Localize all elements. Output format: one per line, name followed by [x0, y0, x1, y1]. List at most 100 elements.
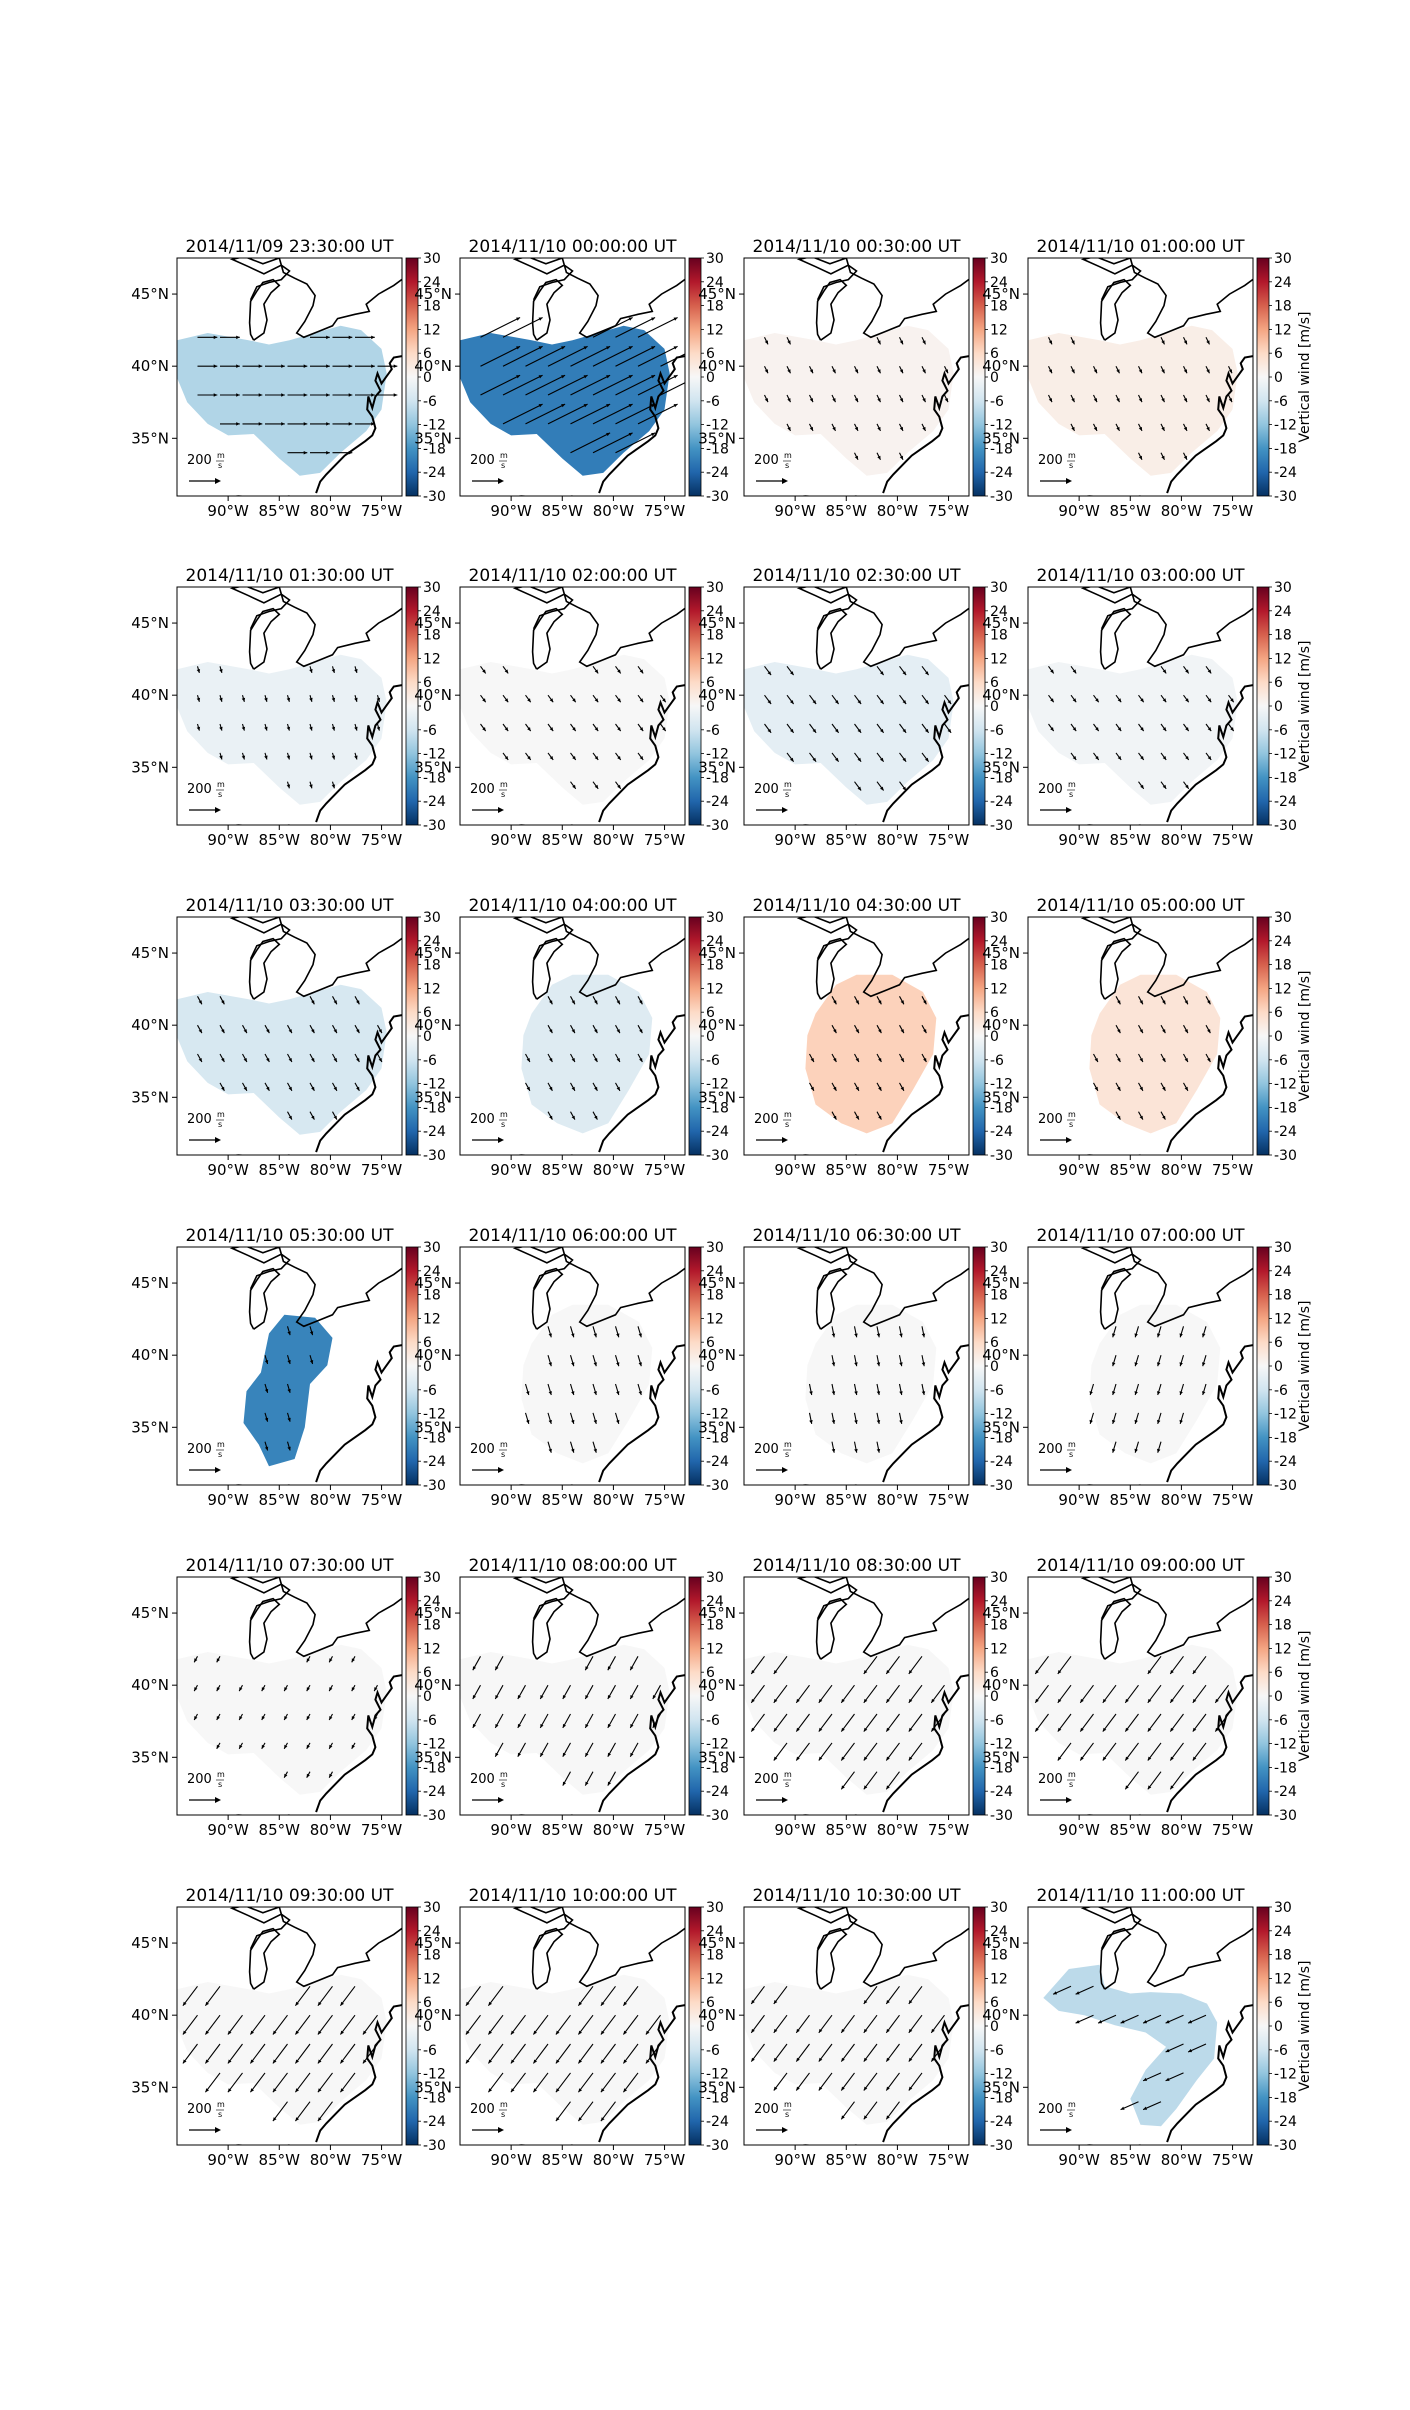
x-tick-label: 85°W [826, 502, 868, 520]
wind-vector-head [351, 1744, 355, 1749]
panel-title: 2014/11/10 03:30:00 UT [186, 896, 395, 916]
x-tick-label: 90°W [207, 1161, 249, 1179]
y-tick-label: 35°N [414, 758, 452, 776]
wind-vector [339, 1985, 356, 2007]
colorbar-tick-label: 0 [423, 1689, 432, 1705]
y-tick-label: 35°N [131, 1418, 169, 1436]
y-tick-label: 40°N [414, 1676, 452, 1694]
colorbar-tick-label: 0 [423, 699, 432, 715]
vertical-wind-region [744, 325, 954, 476]
wind-vector-head [1184, 1058, 1188, 1062]
wind-vector-head [376, 697, 381, 702]
wind-vector [885, 1742, 900, 1761]
colorbar-tick-label: 6 [990, 346, 999, 362]
wind-vector [339, 2072, 356, 2093]
wind-vector [339, 2043, 356, 2064]
wind-vector-head [571, 1391, 575, 1395]
wind-vector-head [790, 728, 794, 733]
wind-vector [1147, 1771, 1162, 1790]
vertical-wind-region [460, 654, 670, 805]
wind-vector-head [348, 451, 353, 455]
wind-vector-head [854, 369, 858, 374]
wind-vector [182, 2043, 198, 2064]
wind-vector-head [854, 1362, 858, 1367]
wind-vector-head [376, 726, 381, 731]
wind-vector-head [585, 1752, 589, 1757]
wind-vector-head [900, 1058, 904, 1062]
wind-vector [600, 1985, 616, 2007]
panel-title: 2014/11/10 03:00:00 UT [1037, 566, 1246, 586]
wind-vector-head [526, 1419, 530, 1424]
wind-vector-head [572, 698, 576, 703]
x-tick-label: 85°W [542, 502, 584, 520]
wind-vector-head [236, 393, 240, 397]
vertical-wind-region [460, 1644, 670, 1795]
wind-vector-head [571, 1362, 575, 1367]
coastline [531, 1597, 564, 1660]
wind-vector-head [1230, 727, 1234, 732]
scale-arrow-head [215, 1797, 221, 1803]
panel-content [1028, 1577, 1253, 1815]
wind-vector-head [272, 2117, 277, 2122]
wind-vector [863, 1985, 878, 2005]
wind-vector-head [673, 404, 678, 408]
y-tick-label: 45°N [131, 1604, 169, 1622]
wind-vector-head [241, 697, 246, 702]
wind-vector-head [787, 398, 791, 403]
wind-vector-head [295, 2059, 299, 2064]
wind-vector [818, 2072, 833, 2091]
scale-arrow-head [215, 1467, 221, 1473]
colorbar-tick-label: -24 [423, 1784, 446, 1800]
axes-frame [743, 1246, 970, 1486]
vertical-wind-region [521, 974, 653, 1134]
colorbar-tick-label: -30 [1274, 1478, 1297, 1494]
wind-vector-head [1035, 1727, 1039, 1732]
x-tick-label: 90°W [774, 2151, 816, 2169]
wind-vector-head [571, 1058, 575, 1062]
x-tick-label: 85°W [826, 831, 868, 849]
panel-content [744, 587, 969, 825]
wind-vector-head [1162, 784, 1167, 789]
colorbar [1256, 1576, 1270, 1816]
scale-arrow-unit-numerator: m [217, 780, 225, 789]
wind-vector [1102, 1684, 1117, 1704]
axes-frame [1027, 916, 1254, 1156]
wind-vector-head [182, 2001, 187, 2006]
wind-vector-head [767, 700, 772, 704]
axes-frame [459, 1576, 686, 1816]
y-tick-label: 45°N [698, 1934, 736, 1952]
x-tick-label: 85°W [826, 1821, 868, 1839]
wind-vector-head [908, 1670, 913, 1674]
axes-frame [459, 1246, 686, 1486]
wind-vector [840, 2072, 855, 2091]
wind-vector-head [751, 1727, 755, 1732]
wind-vector-head [504, 727, 509, 732]
wind-vector-head [877, 455, 881, 460]
wind-vector-head [331, 755, 336, 760]
wind-vector-head [925, 728, 929, 733]
x-tick-label: 80°W [310, 1491, 352, 1509]
wind-vector-head [472, 1666, 476, 1671]
scale-arrow-head [215, 478, 221, 484]
wind-vector-head [1162, 1058, 1166, 1062]
colorbar-tick-label: -12 [1274, 1737, 1297, 1753]
coastline [1166, 2004, 1253, 2143]
x-tick-label: 75°W [361, 1161, 403, 1179]
wind-vector-head [854, 398, 858, 403]
wind-vector [525, 374, 566, 396]
x-tick-label: 80°W [593, 1161, 635, 1179]
wind-vector-head [348, 393, 353, 397]
wind-vector [1034, 1655, 1049, 1675]
wind-vector-head [886, 1756, 890, 1761]
wind-vector [577, 2072, 594, 2093]
wind-vector-head [652, 1695, 656, 1699]
x-tick-label: 85°W [259, 1821, 301, 1839]
wind-vector-head [810, 1086, 814, 1091]
wind-vector-head [1117, 698, 1122, 703]
x-tick-label: 90°W [1058, 1821, 1100, 1839]
panel-content [177, 1577, 402, 1815]
wind-vector-head [261, 1716, 265, 1720]
